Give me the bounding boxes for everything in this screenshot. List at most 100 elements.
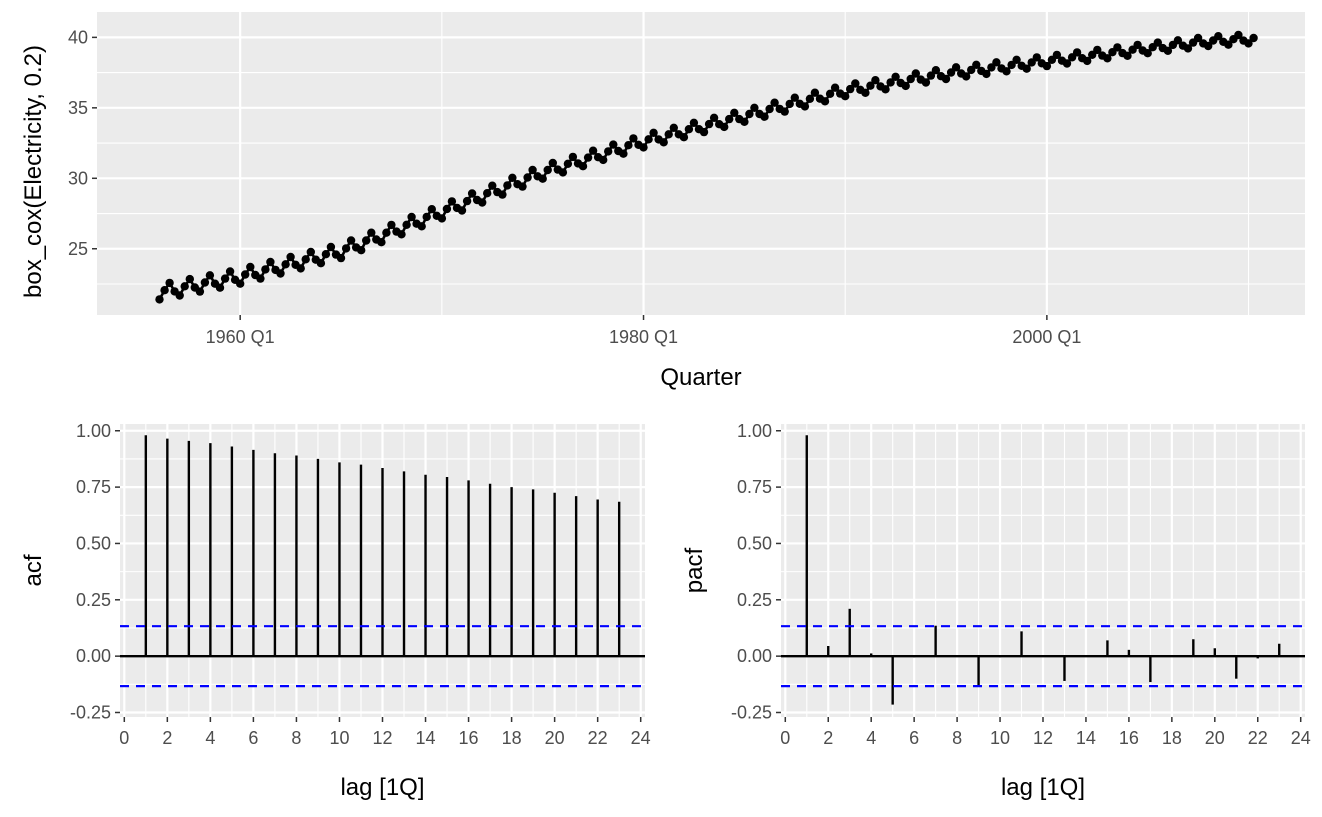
pacf-x-tick-label: 14 <box>1076 728 1096 748</box>
series-point <box>1042 61 1052 71</box>
series-point <box>871 76 880 85</box>
series-point <box>1123 51 1132 60</box>
series-point <box>1214 32 1223 41</box>
series-point <box>346 236 356 245</box>
series-point <box>745 109 754 119</box>
series-point <box>941 74 951 84</box>
series-point <box>599 155 608 165</box>
pacf-y-tick-label: 0.75 <box>737 477 772 497</box>
acf-panel <box>120 424 645 717</box>
series-point <box>820 97 830 106</box>
series-point <box>780 107 789 116</box>
series-point <box>321 250 331 259</box>
series-point <box>165 278 174 288</box>
series-point <box>1032 53 1042 62</box>
series-point <box>483 189 492 198</box>
pacf-y-axis-title: pacf <box>681 547 708 593</box>
series-point <box>543 165 552 175</box>
pacf-y-tick-label: -0.25 <box>731 702 772 722</box>
series-point <box>1204 41 1213 51</box>
series-point <box>220 274 230 283</box>
pacf-x-tick-label: 2 <box>823 728 833 748</box>
acf-x-tick-label: 20 <box>545 728 565 748</box>
series-point <box>790 93 799 102</box>
series-point <box>649 128 658 137</box>
series-point <box>1183 44 1193 53</box>
series-point <box>387 220 396 230</box>
series-point <box>699 127 709 137</box>
series-point <box>785 99 794 109</box>
pacf-x-tick-label: 18 <box>1162 728 1182 748</box>
series-point <box>548 158 557 168</box>
series-point <box>397 230 406 239</box>
acf-x-tick-label: 6 <box>248 728 258 748</box>
series-point <box>946 68 956 77</box>
series-point <box>891 72 900 82</box>
series-point <box>367 228 376 237</box>
series-point <box>488 181 497 190</box>
series-point <box>1022 64 1031 73</box>
pacf-y-tick-label: 1.00 <box>737 421 772 441</box>
series-point <box>175 291 184 300</box>
series-point <box>725 114 734 124</box>
series-point <box>281 260 290 269</box>
series-point <box>684 125 694 134</box>
series-y-tick-label: 40 <box>68 27 88 47</box>
series-point <box>1062 59 1072 68</box>
series-point <box>427 205 436 214</box>
series-point <box>1153 38 1163 47</box>
acf-x-tick-label: 0 <box>119 728 129 748</box>
acf-x-tick-label: 12 <box>372 728 392 748</box>
series-point <box>563 159 573 168</box>
acf-x-tick-label: 22 <box>588 728 608 748</box>
series-point <box>992 58 1001 67</box>
series-point <box>841 92 850 101</box>
series-x-tick-label: 1960 Q1 <box>206 327 275 347</box>
series-point <box>851 79 860 88</box>
series-point <box>926 71 936 80</box>
series-point <box>1173 36 1183 45</box>
series-point <box>906 74 915 84</box>
series-point <box>861 88 870 98</box>
series-point <box>341 244 351 253</box>
series-point <box>765 104 774 114</box>
series-point <box>1143 49 1152 58</box>
series-point <box>462 196 472 206</box>
series-point <box>195 287 205 296</box>
acf-x-tick-label: 24 <box>631 728 651 748</box>
series-point <box>1163 46 1173 55</box>
series-point <box>266 257 275 267</box>
series-point <box>467 189 477 198</box>
series-point <box>377 238 386 247</box>
series-point <box>972 60 981 69</box>
series-point <box>457 206 467 215</box>
series-point <box>704 119 714 129</box>
pacf-y-tick-label: 0.25 <box>737 590 772 610</box>
series-point <box>316 259 326 268</box>
series-point <box>982 69 991 79</box>
series-point <box>241 270 250 279</box>
series-point <box>523 173 532 182</box>
series-point <box>215 283 225 292</box>
pacf-x-tick-label: 0 <box>780 728 790 748</box>
series-point <box>760 112 769 121</box>
series-point <box>1193 33 1203 43</box>
acf-x-tick-label: 10 <box>329 728 349 748</box>
series-point <box>558 168 568 177</box>
pacf-x-tick-label: 16 <box>1119 728 1139 748</box>
series-point <box>402 220 411 229</box>
acf-y-tick-label: -0.25 <box>70 702 111 722</box>
series-point <box>1083 56 1092 66</box>
series-point <box>689 118 699 128</box>
series-panel <box>97 12 1305 315</box>
series-point <box>503 181 512 190</box>
series-point <box>518 182 527 191</box>
series-point <box>901 81 910 91</box>
series-point <box>498 190 507 199</box>
series-point <box>886 78 895 87</box>
series-point <box>1224 40 1233 49</box>
pacf-x-tick-label: 20 <box>1205 728 1225 748</box>
series-point <box>447 197 457 206</box>
series-point <box>1052 50 1062 60</box>
